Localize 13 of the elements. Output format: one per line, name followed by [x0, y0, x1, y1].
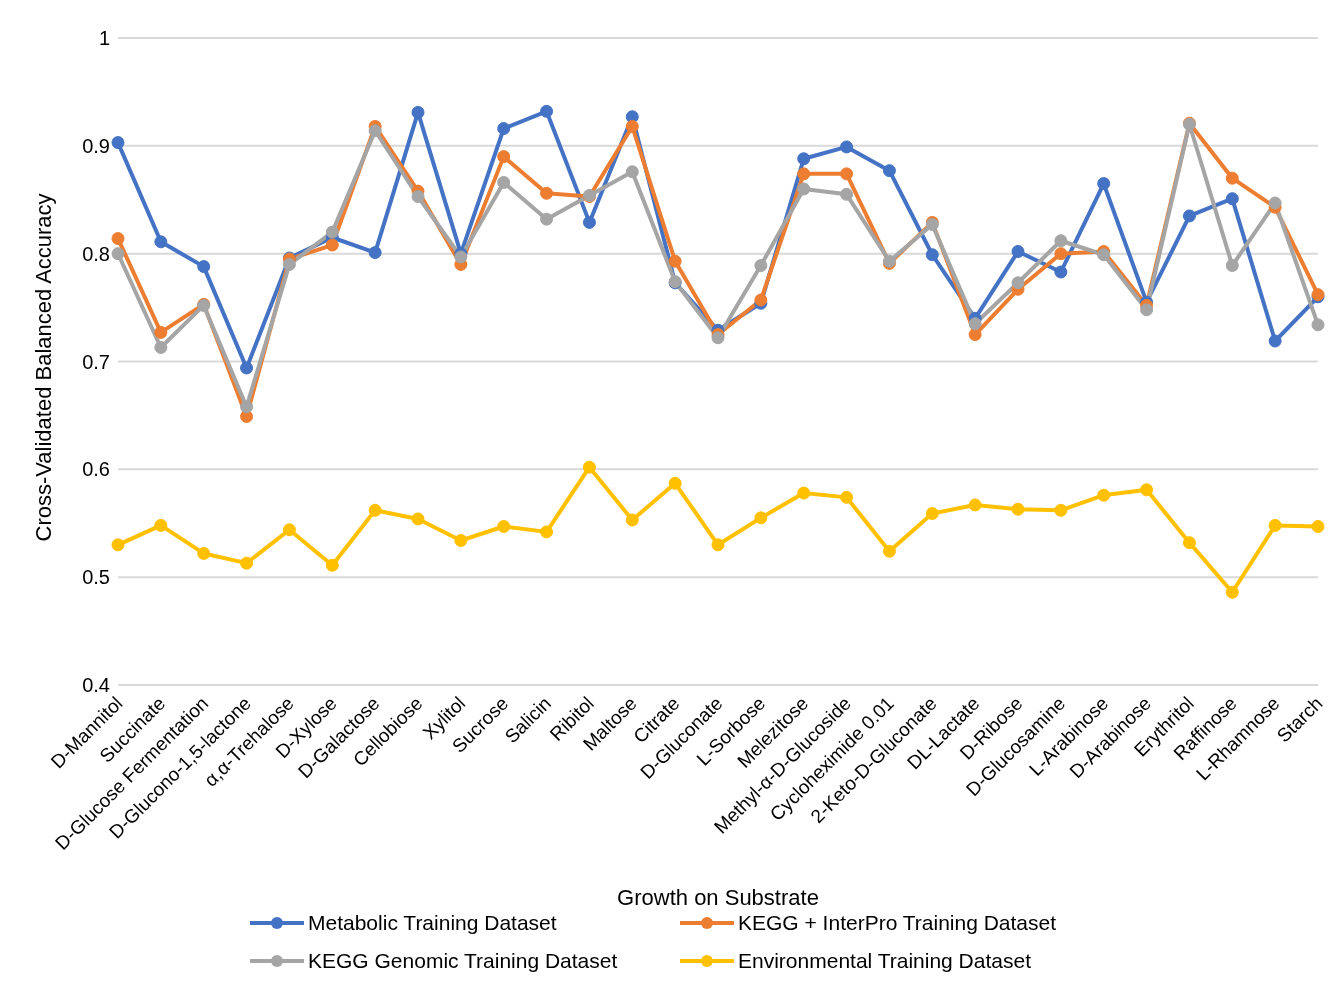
y-tick-label: 0.8 — [82, 242, 110, 265]
y-tick-label: 0.5 — [82, 566, 110, 589]
y-tick-label: 0.6 — [82, 458, 110, 481]
x-axis-title: Growth on Substrate — [617, 885, 819, 910]
y-tick-label: 0.4 — [82, 674, 110, 697]
legend-label: Metabolic Training Dataset — [308, 911, 557, 935]
legend-label: KEGG Genomic Training Dataset — [308, 949, 618, 973]
y-tick-label: 0.9 — [82, 134, 110, 157]
y-tick-label: 1 — [98, 27, 110, 50]
y-tick-label: 0.7 — [82, 350, 110, 373]
legend-label: KEGG + InterPro Training Dataset — [738, 911, 1057, 935]
y-axis-title: Cross-Validated Balanced Accuracy — [30, 193, 56, 542]
legend-label: Environmental Training Dataset — [738, 949, 1031, 973]
